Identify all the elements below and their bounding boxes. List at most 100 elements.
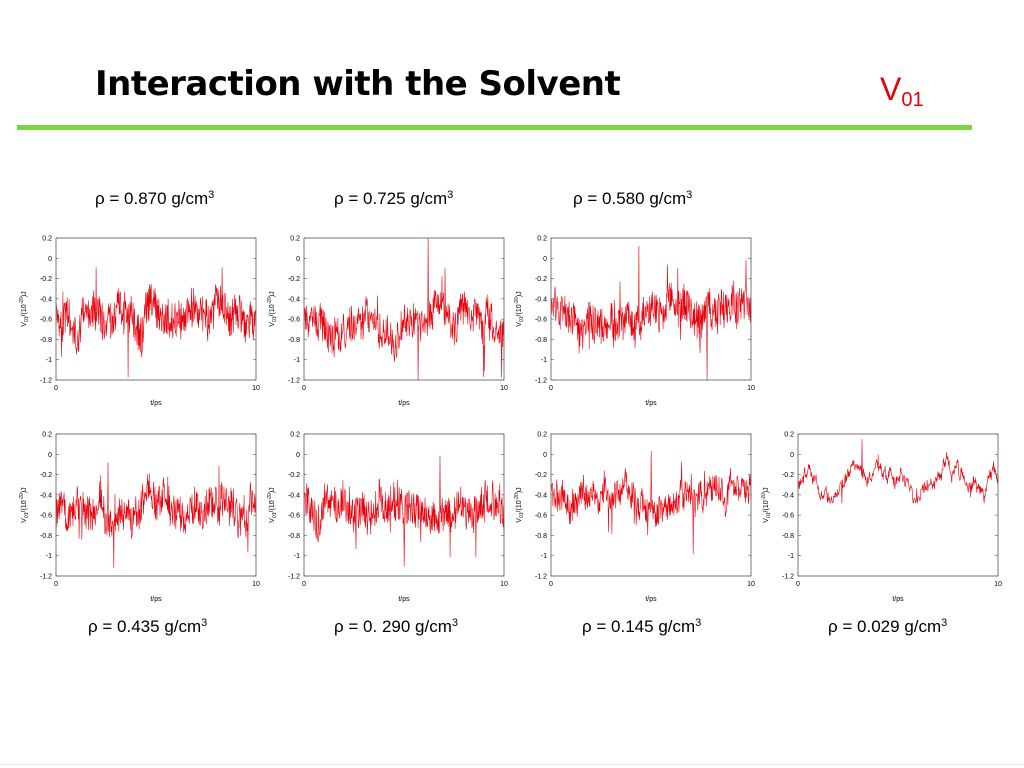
y-tick-label: -0.2 [782, 472, 794, 479]
density-symbol: ρ = [334, 617, 364, 636]
density-value: 0.725 [363, 189, 406, 208]
y-label-subscript: 01 [519, 512, 525, 518]
density-unit-exponent: 3 [208, 189, 215, 201]
density-label-5: ρ = 0. 290 g/cm3 [334, 617, 458, 636]
y-axis-label: V01/(10-20)J [19, 487, 30, 522]
x-tick-label: 0 [549, 581, 553, 588]
x-tick-label: 0 [549, 385, 553, 392]
y-label-unit: /(10 [269, 500, 276, 512]
symbol-subscript: 01 [901, 89, 924, 111]
y-tick-label: -0.8 [40, 533, 52, 540]
y-label-unit-end: )J [269, 291, 276, 297]
y-axis-label: V01/(10-20)J [267, 291, 278, 326]
symbol-main: V [880, 71, 902, 107]
y-tick-label: -0.8 [288, 533, 300, 540]
y-tick-label: -0.2 [288, 472, 300, 479]
x-tick-label: 10 [747, 385, 755, 392]
accent-divider [17, 125, 972, 130]
y-tick-label: -0.4 [288, 492, 300, 499]
y-label-symbol: V [516, 518, 523, 523]
y-tick-label: -0.4 [535, 492, 547, 499]
x-tick-label: 0 [796, 581, 800, 588]
y-tick-label: 0 [48, 256, 52, 263]
x-tick-label: 10 [500, 385, 508, 392]
y-tick-label: -1.2 [40, 574, 52, 581]
y-tick-label: -1 [46, 553, 52, 560]
y-label-symbol: V [269, 518, 276, 523]
y-tick-label: -0.8 [288, 337, 300, 344]
density-value: 0.145 [611, 617, 654, 636]
y-label-symbol: V [269, 322, 276, 327]
y-tick-label: -0.2 [535, 472, 547, 479]
y-tick-label: -0.8 [40, 337, 52, 344]
y-tick-label: 0.2 [290, 432, 300, 439]
x-tick-label: 10 [252, 385, 260, 392]
x-axis-label: t/ps [892, 596, 904, 603]
y-tick-label: -1 [46, 357, 52, 364]
plot-frame [550, 433, 752, 577]
y-tick-label: -0.6 [288, 513, 300, 520]
y-label-unit-end: )J [21, 291, 28, 297]
x-axis-label: t/ps [645, 400, 657, 407]
density-unit: g/cm [653, 617, 696, 636]
y-label-unit-end: )J [516, 291, 523, 297]
y-label-subscript: 01 [24, 512, 30, 518]
chart-svg: 0.20-0.2-0.4-0.6-0.8-1-1.20 10t/psV01/(10… [761, 432, 1002, 604]
x-tick-label: 10 [747, 581, 755, 588]
y-tick-label: -0.2 [40, 276, 52, 283]
y-tick-label: 0 [543, 256, 547, 263]
y-tick-label: -0.4 [288, 296, 300, 303]
y-tick-label: -0.2 [288, 276, 300, 283]
series-line [550, 450, 752, 554]
chart-panel-2: 0.2 0 -0.2 -0.4 -0.6 -0.8 -1 -1.2 0 10 t/ps V01/(10… [266, 228, 514, 408]
y-label-unit: /(10 [516, 500, 523, 512]
series-line [303, 455, 505, 567]
series-line [303, 237, 505, 381]
density-unit-exponent: 3 [695, 617, 702, 629]
y-label-subscript: 01 [272, 316, 278, 322]
y-label-exponent: -20 [267, 493, 273, 500]
y-label-symbol: V [21, 518, 28, 523]
chart-panel-4: 0.2 0 -0.2 -0.4 -0.6 -0.8 -1 -1.2 0 10 t/ps V01/(10… [18, 424, 266, 604]
chart-svg: 0.20-0.2-0.4-0.6-0.8-1-1.20 10t/psV01/(10… [514, 236, 755, 408]
chart-panel-1: 0.2 0 -0.2 -0.4 -0.6 -0.8 -1 -1.2 0 10 t/ps V01/(10… [18, 228, 266, 408]
y-label-subscript: 01 [24, 316, 30, 322]
x-axis-label: t/ps [150, 400, 162, 407]
density-label-6: ρ = 0.145 g/cm3 [582, 617, 702, 636]
x-tick-label: 0 [54, 581, 58, 588]
y-tick-label: -1 [541, 357, 547, 364]
y-tick-label: -1.2 [782, 574, 794, 581]
slide-symbol: V01 [880, 71, 924, 111]
y-tick-label: -1.2 [535, 378, 547, 385]
density-value: 0.029 [857, 617, 900, 636]
y-tick-label: -0.8 [535, 337, 547, 344]
plot-frame [55, 433, 257, 577]
y-tick-label: -1.2 [535, 574, 547, 581]
y-tick-label: 0 [543, 452, 547, 459]
y-label-unit-end: )J [269, 487, 276, 493]
y-label-exponent: -20 [267, 297, 273, 304]
y-tick-label: -0.6 [288, 317, 300, 324]
y-label-subscript: 01 [766, 512, 772, 518]
y-tick-label: 0.2 [42, 236, 52, 243]
chart-panel-5: 0.2 0 -0.2 -0.4 -0.6 -0.8 -1 -1.2 0 10 t/ps V01/(10… [266, 424, 514, 604]
density-label-2: ρ = 0.725 g/cm3 [334, 189, 453, 208]
slide-title: Interaction with the Solvent [95, 64, 621, 104]
y-tick-label: -1 [294, 357, 300, 364]
footer-divider [0, 764, 1024, 765]
series-line [55, 267, 257, 378]
y-axis-label: V01/(10-20)J [267, 487, 278, 522]
plot-frame [303, 237, 505, 381]
y-tick-label: 0.2 [784, 432, 794, 439]
y-label-symbol: V [21, 322, 28, 327]
y-label-exponent: -20 [514, 493, 520, 500]
series-line [797, 438, 999, 504]
y-tick-label: -0.4 [782, 492, 794, 499]
y-label-subscript: 01 [519, 316, 525, 322]
y-axis-label: V01/(10-20)J [761, 487, 772, 522]
y-tick-label: -0.6 [535, 513, 547, 520]
y-label-exponent: -20 [514, 297, 520, 304]
y-label-exponent: -20 [19, 297, 25, 304]
y-tick-label: -0.6 [782, 513, 794, 520]
chart-svg: 0.20-0.2-0.4-0.6-0.8-1-1.20 10t/psV01/(10… [267, 432, 508, 604]
